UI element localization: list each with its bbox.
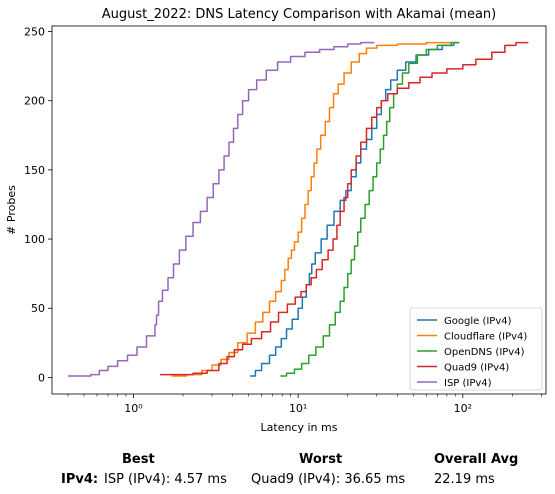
series-line-opendns-ipv4 [280,41,460,377]
overall-avg-value: 22.19 ms [434,472,495,487]
best-value: ISP (IPv4): 4.57 ms [104,472,227,487]
legend-label-1: Cloudflare (IPv4) [444,332,527,343]
y-axis-label: # Probes [5,185,18,235]
legend-label-2: OpenDNS (IPv4) [444,347,525,358]
y-axis-ticks: 0 50 100 150 200 250 [24,26,52,384]
series-lines [67,41,529,377]
worst-value: Quad9 (IPv4): 36.65 ms [251,472,406,487]
x-tick-label-2: 10² [454,402,472,415]
series-line-cloudflare-ipv4 [171,41,452,377]
legend-box [409,307,543,391]
y-tick-label-4: 200 [24,95,45,108]
row-label-ipv4: IPv4: [61,472,99,487]
legend: Google (IPv4) Cloudflare (IPv4) OpenDNS (I… [409,307,543,391]
chart-title: August_2022: DNS Latency Comparison with… [102,7,496,22]
best-header: Best [122,452,155,467]
y-tick-label-2: 100 [24,233,45,246]
y-tick-label-3: 150 [24,164,45,177]
series-line-isp-ipv4 [67,41,375,377]
legend-label-3: Quad9 (IPv4) [444,363,509,374]
y-tick-label-0: 0 [38,371,45,384]
overall-avg-header: Overall Avg [434,452,519,467]
x-axis-ticks: 10⁰ 10¹ 10² [67,394,542,415]
legend-label-4: ISP (IPv4) [444,378,492,389]
latency-cdf-chart: August_2022: DNS Latency Comparison with… [5,7,547,434]
latency-summary: Best Worst Overall Avg IPv4: ISP (IPv4):… [0,448,555,494]
legend-label-0: Google (IPv4) [444,316,512,327]
x-tick-label-1: 10¹ [289,402,307,415]
worst-header: Worst [299,452,343,467]
series-line-quad9-ipv4 [160,41,529,376]
y-tick-label-1: 50 [31,302,45,315]
x-tick-label-0: 10⁰ [124,402,143,415]
y-tick-label-5: 250 [24,26,45,39]
series-line-google-ipv4 [250,41,460,377]
x-axis-label: Latency in ms [261,421,338,434]
